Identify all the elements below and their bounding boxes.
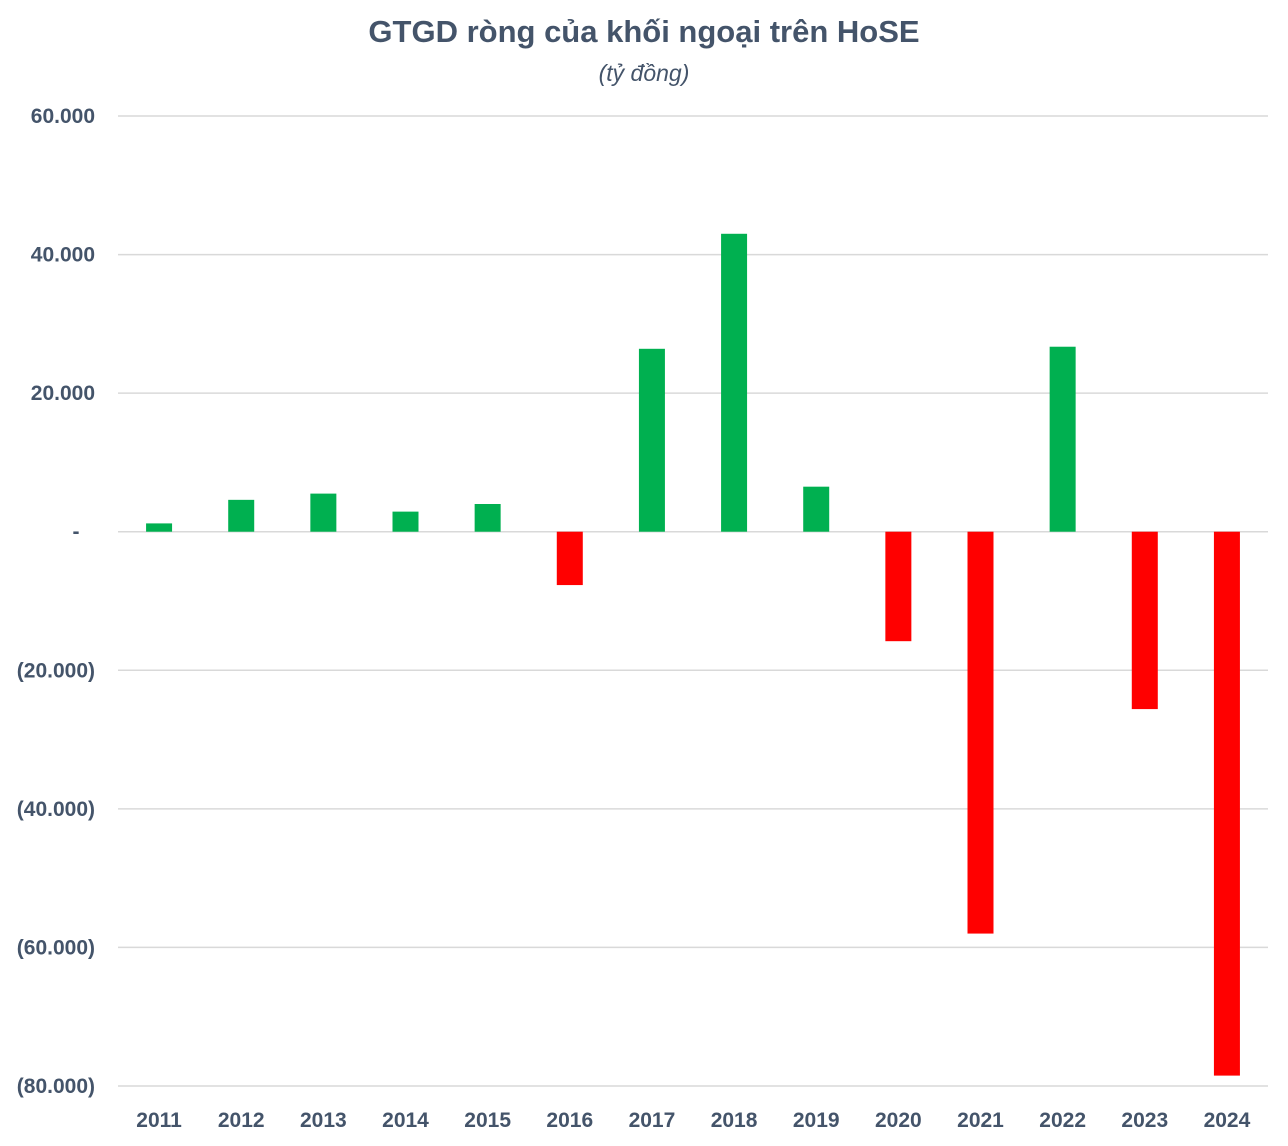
bar-2024 — [1213, 531, 1240, 1076]
x-tick-label: 2024 — [1204, 1109, 1251, 1132]
bars — [146, 233, 1240, 1076]
x-tick-label: 2012 — [218, 1109, 265, 1132]
x-tick-label: 2015 — [464, 1109, 511, 1132]
x-tick-label: 2020 — [875, 1109, 922, 1132]
bar-2015 — [474, 504, 501, 532]
chart-title: GTGD ròng của khối ngoại trên HoSE — [368, 14, 920, 49]
y-tick-label: (20.000) — [17, 659, 95, 682]
bar-2018 — [721, 233, 748, 532]
x-axis-ticks: 2011 2012 2013 2014 2015 2016 2017 2018 2019 2020… — [136, 1109, 1250, 1132]
bar-2013 — [310, 493, 337, 532]
bar-2017 — [638, 348, 665, 532]
bar-2022 — [1049, 346, 1076, 532]
bar-2011 — [146, 523, 173, 532]
y-tick-label: 20.000 — [31, 382, 95, 405]
bar-2019 — [803, 486, 830, 532]
x-tick-label: 2011 — [136, 1109, 182, 1132]
y-tick-label: - — [73, 521, 80, 544]
bar-2014 — [392, 511, 419, 532]
gridlines — [118, 115, 1268, 1087]
y-tick-label: 60.000 — [31, 105, 95, 128]
x-tick-label: 2021 — [957, 1109, 1004, 1132]
x-tick-label: 2019 — [793, 1109, 840, 1132]
y-tick-label: (80.000) — [17, 1075, 95, 1098]
y-axis-ticks: 60.000 40.000 20.000 - (20.000) (40.000) (60.0… — [17, 105, 95, 1098]
y-tick-label: (60.000) — [17, 936, 95, 959]
y-tick-label: 40.000 — [31, 244, 95, 267]
bar-2012 — [228, 499, 255, 532]
x-tick-label: 2022 — [1039, 1109, 1086, 1132]
x-tick-label: 2016 — [546, 1109, 593, 1132]
bar-2020 — [885, 531, 912, 642]
y-tick-label: (40.000) — [17, 798, 95, 821]
bar-2021 — [967, 531, 994, 934]
bar-2016 — [556, 531, 583, 586]
chart-subtitle: (tỷ đồng) — [598, 60, 690, 86]
x-tick-label: 2014 — [382, 1109, 429, 1132]
x-tick-label: 2013 — [300, 1109, 347, 1132]
x-tick-label: 2023 — [1121, 1109, 1168, 1132]
x-tick-label: 2017 — [629, 1109, 676, 1132]
bar-2023 — [1131, 531, 1158, 710]
x-tick-label: 2018 — [711, 1109, 758, 1132]
